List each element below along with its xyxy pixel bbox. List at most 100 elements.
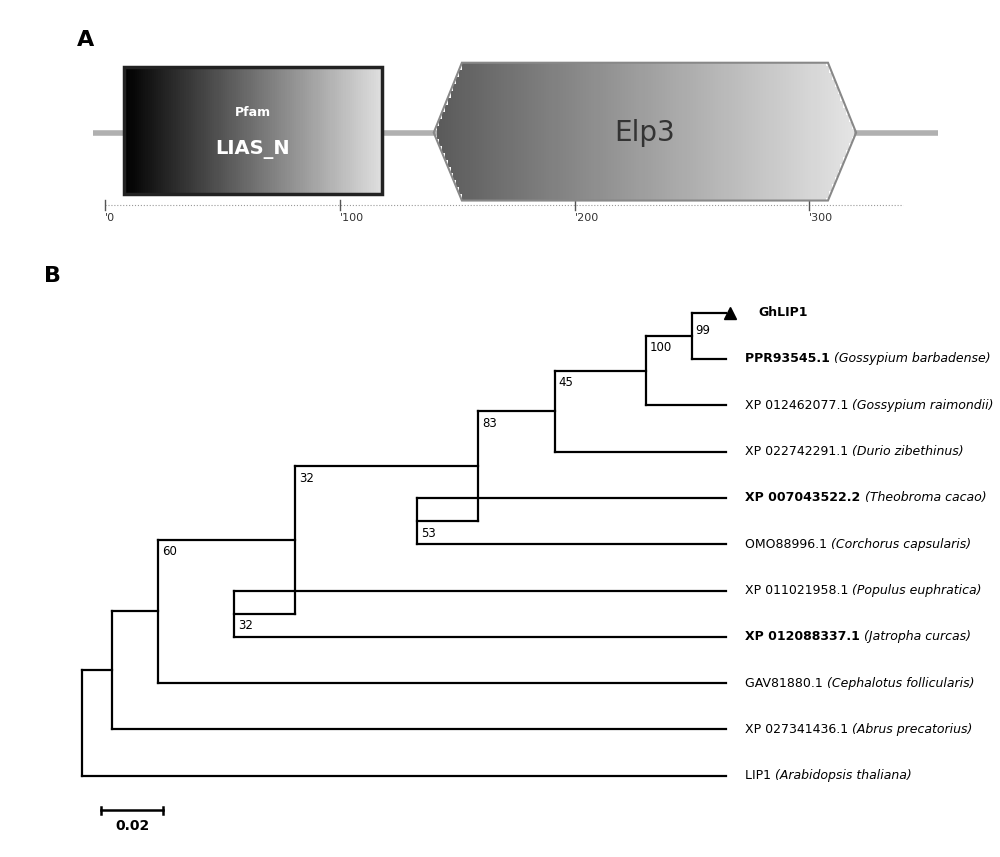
Bar — [800, 63, 804, 201]
Bar — [320, 67, 324, 195]
Bar — [828, 73, 832, 191]
Bar — [473, 63, 477, 201]
Bar — [549, 63, 553, 201]
Text: (Cephalotus follicularis): (Cephalotus follicularis) — [827, 677, 974, 690]
Bar — [300, 67, 304, 195]
Bar — [752, 63, 756, 201]
Bar — [251, 67, 255, 195]
Bar — [143, 67, 147, 195]
Bar — [439, 118, 443, 147]
Text: (Gossypium raimondii): (Gossypium raimondii) — [852, 399, 994, 411]
Bar — [743, 63, 747, 201]
Bar — [808, 63, 812, 201]
Bar — [305, 67, 309, 195]
Bar — [346, 67, 350, 195]
Bar — [234, 67, 238, 195]
Bar — [356, 67, 360, 195]
Bar — [696, 63, 700, 201]
Bar — [780, 63, 784, 201]
Bar — [367, 67, 371, 195]
Bar — [459, 69, 463, 194]
Bar — [238, 67, 242, 195]
Text: 99: 99 — [696, 324, 711, 338]
Bar — [527, 63, 531, 201]
Text: '200: '200 — [575, 213, 599, 223]
Bar — [490, 63, 494, 201]
Bar — [741, 63, 745, 201]
Text: PPR93545.1: PPR93545.1 — [745, 352, 834, 365]
Bar — [133, 67, 137, 195]
Text: 45: 45 — [558, 376, 573, 389]
Bar — [216, 67, 220, 195]
Bar — [693, 63, 697, 201]
Bar — [369, 67, 373, 195]
Bar — [270, 67, 274, 195]
Bar — [442, 111, 446, 153]
Bar — [713, 63, 717, 201]
Bar — [817, 63, 821, 201]
Bar — [232, 67, 236, 195]
Bar — [335, 67, 339, 195]
Bar — [538, 63, 542, 201]
Bar — [642, 63, 646, 201]
Bar — [201, 67, 205, 195]
Bar — [732, 63, 736, 201]
Bar — [272, 67, 276, 195]
Bar — [499, 63, 502, 201]
Bar — [266, 67, 270, 195]
Bar — [341, 67, 345, 195]
Bar — [546, 63, 550, 201]
Bar — [365, 67, 369, 195]
Bar — [169, 67, 173, 195]
Bar — [154, 67, 158, 195]
Bar — [611, 63, 615, 201]
Bar — [707, 63, 711, 201]
Bar — [580, 63, 584, 201]
Bar — [236, 67, 240, 195]
Bar — [275, 67, 279, 195]
Bar — [358, 67, 362, 195]
Bar — [465, 63, 469, 201]
Bar — [307, 67, 311, 195]
Bar — [294, 67, 298, 195]
Bar — [135, 67, 139, 195]
Bar — [848, 122, 852, 143]
Bar — [628, 63, 632, 201]
Bar — [597, 63, 601, 201]
Bar — [797, 63, 801, 201]
Bar — [591, 63, 595, 201]
Bar — [453, 84, 457, 180]
Bar — [524, 63, 528, 201]
Bar — [690, 63, 694, 201]
Bar — [608, 63, 612, 201]
Bar — [482, 63, 486, 201]
Text: 32: 32 — [299, 471, 314, 484]
Text: LIP1: LIP1 — [745, 770, 775, 782]
Bar — [710, 63, 714, 201]
Bar — [529, 63, 533, 201]
Bar — [158, 67, 162, 195]
Text: XP 012462077.1: XP 012462077.1 — [745, 399, 852, 411]
Text: 60: 60 — [162, 545, 177, 559]
Bar — [253, 67, 257, 195]
Bar — [572, 63, 576, 201]
Bar — [577, 63, 581, 201]
Bar — [631, 63, 635, 201]
Bar — [290, 67, 294, 195]
Bar — [704, 63, 708, 201]
Bar — [223, 67, 227, 195]
Bar — [493, 63, 497, 201]
Bar — [451, 91, 455, 173]
Text: XP 011021958.1: XP 011021958.1 — [745, 584, 852, 597]
Bar — [171, 67, 175, 195]
Bar — [774, 63, 778, 201]
Bar — [141, 67, 145, 195]
Bar — [313, 67, 317, 195]
Bar — [287, 67, 291, 195]
Bar — [667, 63, 671, 201]
Bar — [333, 67, 337, 195]
Bar — [513, 63, 517, 201]
Bar — [586, 63, 590, 201]
Bar — [555, 63, 559, 201]
Bar — [240, 67, 244, 195]
